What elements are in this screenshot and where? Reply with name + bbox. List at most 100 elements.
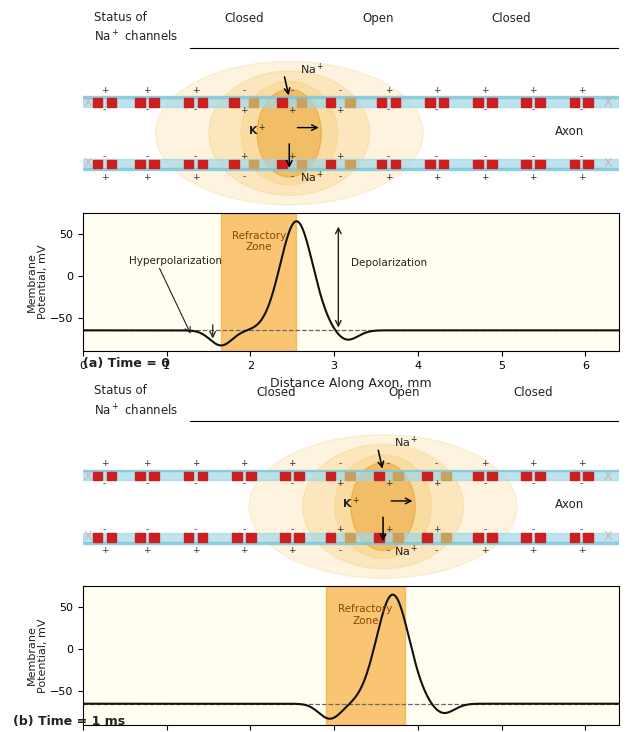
Text: Axon: Axon xyxy=(554,125,584,138)
Y-axis label: Membrane
Potential, mV: Membrane Potential, mV xyxy=(27,244,48,319)
Text: -: - xyxy=(580,479,583,488)
Text: -: - xyxy=(483,479,487,488)
Text: +: + xyxy=(577,459,585,468)
Text: -: - xyxy=(483,152,487,161)
Text: +: + xyxy=(433,479,440,488)
Bar xyxy=(487,533,496,542)
Bar xyxy=(184,533,193,542)
Text: +: + xyxy=(530,173,537,182)
Bar xyxy=(326,471,336,480)
Bar xyxy=(345,533,355,542)
Text: +: + xyxy=(336,525,344,534)
Text: -: - xyxy=(483,105,487,114)
Bar xyxy=(345,160,355,168)
Bar xyxy=(184,98,193,107)
Text: +: + xyxy=(577,86,585,94)
Bar xyxy=(584,98,593,107)
Bar xyxy=(376,160,386,168)
Bar xyxy=(149,471,159,480)
Bar xyxy=(326,533,336,542)
Bar xyxy=(390,160,400,168)
Bar xyxy=(535,471,545,480)
Text: +: + xyxy=(433,525,440,534)
Text: +: + xyxy=(530,86,537,94)
Text: +: + xyxy=(530,459,537,468)
Text: Open: Open xyxy=(389,386,420,399)
Text: +: + xyxy=(481,86,489,94)
Text: +: + xyxy=(433,173,440,182)
Text: -: - xyxy=(339,86,342,94)
Text: -: - xyxy=(242,525,246,534)
Text: -: - xyxy=(531,152,535,161)
Text: -: - xyxy=(103,105,106,114)
Text: Hyperpolarization: Hyperpolarization xyxy=(129,255,222,266)
Text: +: + xyxy=(192,173,199,182)
Text: Na$^+$ channels: Na$^+$ channels xyxy=(94,29,178,45)
Bar xyxy=(487,471,496,480)
Bar xyxy=(198,471,207,480)
Text: +: + xyxy=(336,479,344,488)
Bar xyxy=(232,533,242,542)
Bar xyxy=(198,98,207,107)
Bar xyxy=(376,98,386,107)
Text: -: - xyxy=(290,525,293,534)
Text: +: + xyxy=(577,173,585,182)
Text: +: + xyxy=(336,152,344,161)
Bar xyxy=(473,471,483,480)
Text: K$^+$: K$^+$ xyxy=(342,496,360,511)
Bar xyxy=(149,98,159,107)
Text: -: - xyxy=(194,479,197,488)
Bar xyxy=(83,469,619,471)
Text: +: + xyxy=(240,152,248,161)
Text: (b) Time = 1 ms: (b) Time = 1 ms xyxy=(13,715,125,728)
Bar xyxy=(439,98,449,107)
Bar xyxy=(280,533,290,542)
Bar xyxy=(393,533,403,542)
Text: -: - xyxy=(103,152,106,161)
Text: Closed: Closed xyxy=(492,12,531,26)
Bar xyxy=(294,471,304,480)
Bar xyxy=(135,533,145,542)
Text: Refractory
Zone: Refractory Zone xyxy=(338,604,392,626)
Text: +: + xyxy=(192,459,199,468)
Text: -: - xyxy=(339,459,342,468)
Text: -: - xyxy=(531,525,535,534)
Text: Na$^+$: Na$^+$ xyxy=(394,435,418,450)
Ellipse shape xyxy=(249,435,517,578)
Bar xyxy=(441,471,451,480)
Ellipse shape xyxy=(241,81,338,185)
Text: +: + xyxy=(385,86,392,94)
Text: +: + xyxy=(101,546,108,555)
Bar xyxy=(229,98,239,107)
Text: -: - xyxy=(103,525,106,534)
Text: +: + xyxy=(144,546,151,555)
Text: +: + xyxy=(530,546,537,555)
Text: +: + xyxy=(144,459,151,468)
Bar xyxy=(278,98,287,107)
Bar xyxy=(294,533,304,542)
Bar xyxy=(425,98,434,107)
Bar xyxy=(584,160,593,168)
Bar xyxy=(521,533,531,542)
Bar xyxy=(570,98,579,107)
Text: -: - xyxy=(145,152,149,161)
Text: +: + xyxy=(385,479,392,488)
Bar xyxy=(521,98,531,107)
Text: +: + xyxy=(481,459,489,468)
Text: +: + xyxy=(240,546,248,555)
Ellipse shape xyxy=(351,463,415,550)
Text: X: X xyxy=(604,97,612,109)
Bar xyxy=(149,160,159,168)
Text: -: - xyxy=(580,525,583,534)
Text: X: X xyxy=(604,157,612,170)
Text: -: - xyxy=(194,525,197,534)
Bar xyxy=(135,471,145,480)
Text: -: - xyxy=(145,525,149,534)
Y-axis label: Membrane
Potential, mV: Membrane Potential, mV xyxy=(27,619,48,692)
Text: +: + xyxy=(101,173,108,182)
Bar xyxy=(570,471,579,480)
Text: +: + xyxy=(288,152,295,161)
Text: -: - xyxy=(435,105,438,114)
Text: X: X xyxy=(84,157,93,170)
Text: +: + xyxy=(288,546,295,555)
